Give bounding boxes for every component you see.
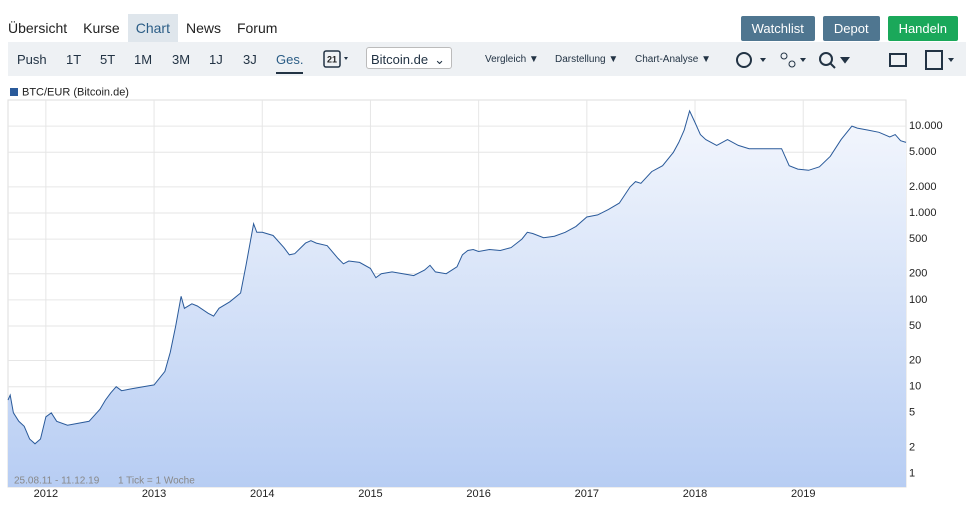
range[interactable]: 1J (209, 52, 223, 67)
x-tick-label: 2014 (250, 488, 274, 500)
range[interactable]: 5T (100, 52, 116, 67)
y-tick-label: 10.000 (909, 120, 943, 132)
range[interactable]: 1T (66, 52, 82, 67)
y-tick-label: 20 (909, 354, 921, 366)
exchange-select[interactable]: Bitcoin.de ⌄ (366, 47, 452, 69)
y-tick-label: 1.000 (909, 207, 937, 219)
y-tick-label: 1 (909, 467, 915, 479)
menu[interactable]: Darstellung ▼ (555, 54, 619, 65)
tabs: Übersicht Kurse Chart News Forum (0, 14, 285, 42)
x-tick-label: 2018 (683, 488, 707, 500)
button[interactable]: Watchlist (740, 16, 815, 41)
x-tick-label: 2017 (575, 488, 599, 500)
y-tick-label: 10 (909, 381, 921, 393)
settings-icon[interactable] (736, 52, 752, 68)
tab[interactable]: Chart (127, 14, 178, 42)
range[interactable]: Push (17, 52, 47, 67)
tab[interactable]: Übersicht (8, 20, 68, 36)
y-tick-label: 50 (909, 320, 921, 332)
toolbar: 21 Bitcoin.de ⌄ Push 1T 5T 1M 3M 1J 3J Ges. Verg… (8, 42, 966, 76)
button[interactable]: Depot (822, 16, 880, 41)
x-tick-label: 2012 (34, 488, 58, 500)
x-tick-label: 2019 (791, 488, 815, 500)
tab[interactable]: Forum (236, 20, 278, 36)
y-tick-label: 5 (909, 407, 915, 419)
price-line (7, 109, 907, 445)
calendar-icon[interactable]: 21 (322, 49, 352, 71)
tab[interactable]: Kurse (83, 20, 120, 36)
zoom-icon[interactable] (819, 52, 833, 66)
range[interactable]: 3J (243, 52, 257, 67)
x-tick-label: 2016 (466, 488, 490, 500)
legend-label: BTC/EUR (Bitcoin.de) (22, 86, 129, 98)
annotation: 25.08.11 - 11.12.19 (14, 476, 100, 487)
tool-icons (736, 50, 954, 70)
buttons: Watchlist Depot Handeln (740, 16, 958, 41)
tab[interactable]: News (185, 20, 221, 36)
menu[interactable]: Chart-Analyse ▼ (635, 54, 712, 65)
y-tick-label: 200 (909, 268, 927, 280)
range[interactable]: 3M (172, 52, 191, 67)
legend-swatch (10, 88, 18, 96)
y-tick-label: 2 (909, 441, 915, 453)
calendar-day: 21 (327, 54, 337, 64)
x-tick-label: 2015 (358, 488, 382, 500)
button[interactable]: Handeln (887, 16, 958, 41)
save-icon[interactable] (925, 50, 943, 70)
chart: 1 2 5 10 20 50 100 200 500 1.000 2.000 5.000 10.000 2… (7, 86, 943, 500)
range[interactable]: Ges. (276, 52, 304, 74)
menu[interactable]: Vergleich ▼ (485, 54, 539, 65)
exchange: Bitcoin.de (371, 52, 429, 67)
y-tick-label: 500 (909, 233, 927, 245)
print-icon[interactable] (889, 53, 907, 67)
y-tick-label: 100 (909, 294, 927, 306)
area-fill (8, 110, 906, 488)
range[interactable]: 1M (134, 52, 153, 67)
y-tick-label: 2.000 (909, 181, 937, 193)
y-tick-label: 5.000 (909, 146, 937, 158)
x-tick-label: 2013 (142, 488, 166, 500)
annotation: 1 Tick = 1 Woche (118, 476, 195, 487)
